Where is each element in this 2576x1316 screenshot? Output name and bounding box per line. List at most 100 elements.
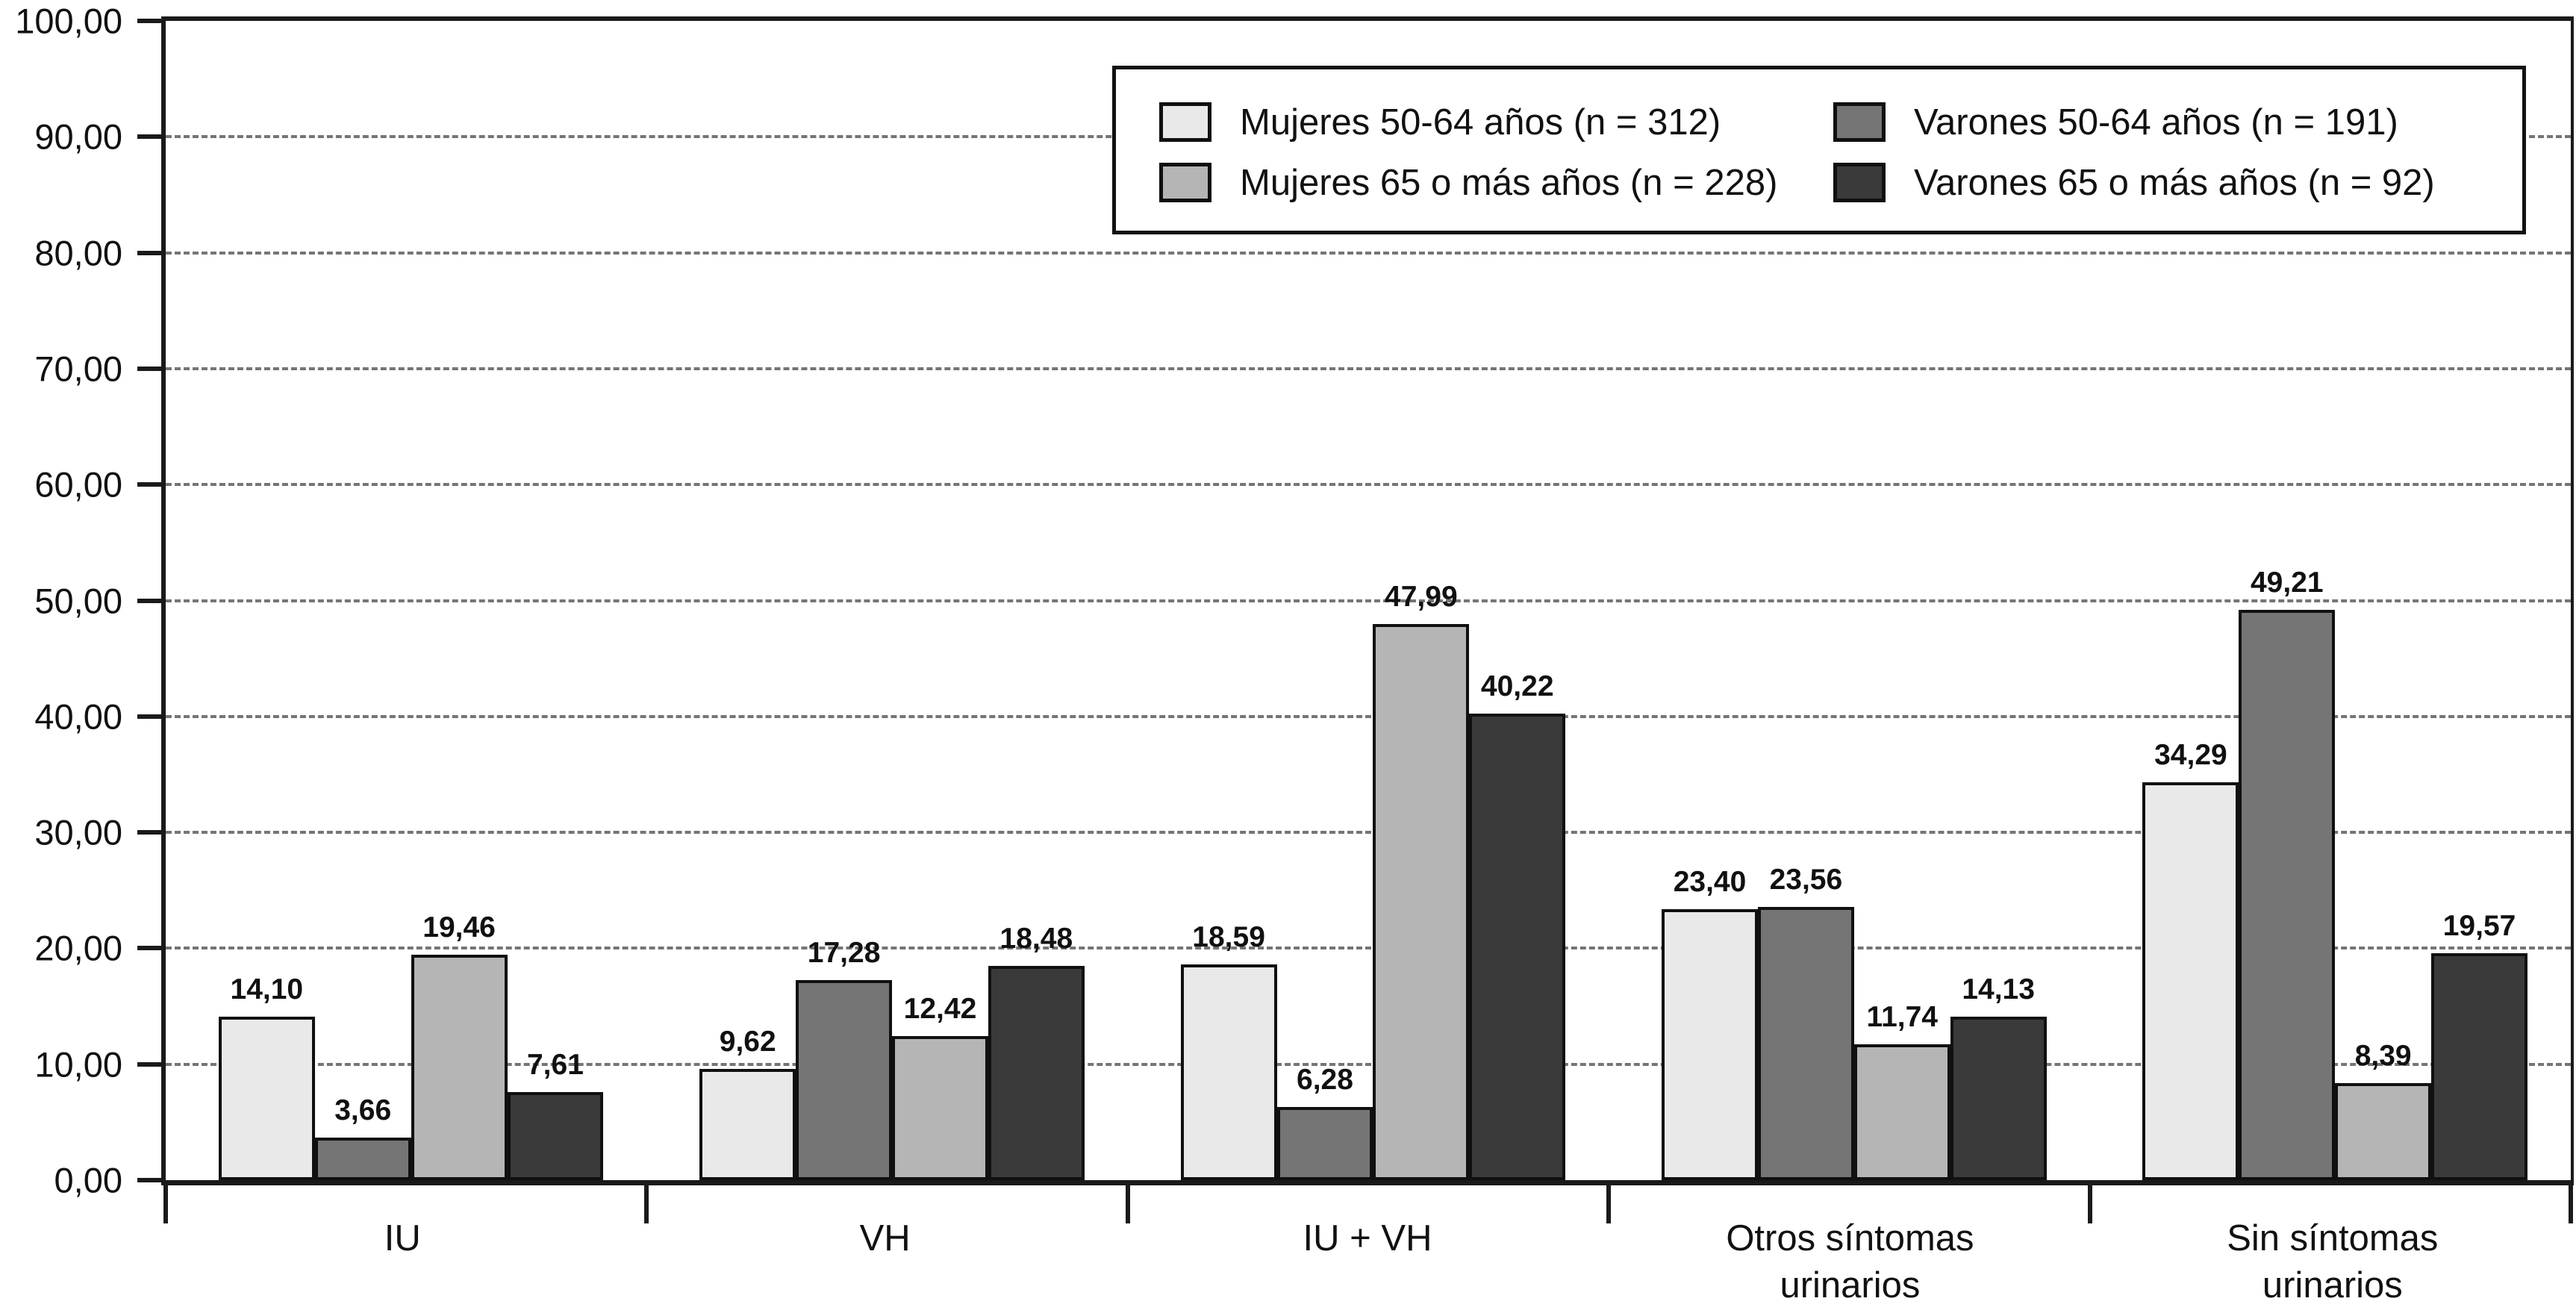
x-category-label: IU + VH <box>1303 1218 1432 1259</box>
bar-slot: 40,22 <box>1469 21 1566 1180</box>
bar-value-label: 6,28 <box>1297 1064 1353 1097</box>
y-tick-label: 80,00 <box>34 233 122 273</box>
legend-item: Varones 50-64 años (n = 191) <box>1833 102 2500 143</box>
bar <box>411 954 508 1180</box>
bar-group: 34,29 49,21 8,39 19,57 <box>2142 21 2527 1180</box>
bar-slot: 3,66 <box>314 21 411 1180</box>
x-category-label: IU <box>384 1218 421 1259</box>
bar-value-label: 9,62 <box>719 1025 776 1058</box>
bar <box>988 966 1085 1180</box>
bar-slot: 8,39 <box>2335 21 2432 1180</box>
bar-slot: 19,46 <box>411 21 508 1180</box>
bar-value-label: 12,42 <box>903 993 977 1026</box>
x-tick <box>644 1180 649 1223</box>
y-axis: 0,00 10,00 20,00 30,00 40,00 50,00 60,00 70,00 8… <box>0 4 161 1198</box>
bar <box>892 1036 988 1180</box>
bar-value-label: 40,22 <box>1480 670 1554 703</box>
bar-value-label: 47,99 <box>1385 580 1458 613</box>
x-tick <box>1125 1180 1130 1223</box>
bar <box>796 979 893 1180</box>
plot-area: 14,10 3,66 19,46 7,61 9,62 17,28 12,42 18,48 18,… <box>161 16 2574 1223</box>
y-tick-label: 40,00 <box>34 696 122 737</box>
legend-label: Varones 65 o más años (n = 92) <box>1914 162 2435 203</box>
bar <box>1950 1016 2047 1180</box>
bar <box>507 1091 604 1180</box>
bar-slot: 23,56 <box>1757 21 1854 1180</box>
y-tick-label: 60,00 <box>34 464 122 505</box>
legend-item: Mujeres 65 o más años (n = 228) <box>1159 162 1826 204</box>
bar-value-label: 18,48 <box>999 923 1073 955</box>
gridline <box>166 599 2571 602</box>
gridline <box>166 947 2571 950</box>
gridline <box>166 1062 2571 1066</box>
bar-slot: 11,74 <box>1853 21 1950 1180</box>
y-tick <box>137 830 161 835</box>
x-tick <box>1606 1180 1612 1223</box>
bar <box>1757 907 1854 1180</box>
bar-slot: 7,61 <box>507 21 604 1180</box>
bar-value-label: 3,66 <box>334 1094 392 1127</box>
bar-value-label: 23,40 <box>1673 865 1747 898</box>
y-tick-label: 50,00 <box>34 581 122 620</box>
bar-slot: 49,21 <box>2239 21 2336 1180</box>
legend-swatch <box>1159 102 1211 142</box>
bar-slot: 14,10 <box>218 21 315 1180</box>
bar-slot: 18,48 <box>988 21 1085 1180</box>
bar-value-label: 49,21 <box>2250 566 2324 599</box>
bar-value-label: 7,61 <box>526 1048 584 1081</box>
bar <box>1373 623 1470 1180</box>
bar <box>1469 714 1566 1180</box>
legend-swatch <box>1833 163 1886 202</box>
bar <box>218 1017 315 1180</box>
bar-slot: 17,28 <box>796 21 893 1180</box>
legend-label: Mujeres 50-64 años (n = 312) <box>1240 102 1721 143</box>
bar-slot: 34,29 <box>2142 21 2239 1180</box>
legend-item: Mujeres 50-64 años (n = 312) <box>1159 102 1826 143</box>
legend: Mujeres 50-64 años (n = 312) Varones 50-6… <box>1112 66 2526 234</box>
y-tick-label: 70,00 <box>34 349 122 389</box>
legend-label: Varones 50-64 años (n = 191) <box>1914 102 2398 143</box>
gridline <box>166 714 2571 718</box>
bar-group: 14,10 3,66 19,46 7,61 <box>218 21 604 1180</box>
gridline <box>166 483 2571 487</box>
x-tick <box>163 1180 168 1223</box>
bar <box>2335 1082 2432 1180</box>
x-tick <box>2569 1180 2573 1223</box>
y-tick <box>137 19 161 23</box>
bar-group: 18,59 6,28 47,99 40,22 <box>1180 21 1566 1180</box>
bar <box>314 1138 411 1180</box>
bar-slot: 9,62 <box>699 21 796 1180</box>
bar <box>699 1068 796 1180</box>
legend-swatch <box>1833 102 1886 142</box>
bar-value-label: 19,57 <box>2442 910 2516 943</box>
bar <box>2431 953 2527 1180</box>
bar-value-label: 11,74 <box>1866 1000 1938 1033</box>
legend-swatch <box>1159 163 1211 202</box>
bar <box>1853 1044 1950 1180</box>
y-tick <box>137 482 161 487</box>
bar-slot: 12,42 <box>892 21 988 1180</box>
x-tick <box>2087 1180 2092 1223</box>
y-tick-label: 100,00 <box>15 1 122 41</box>
bar-group: 9,62 17,28 12,42 18,48 <box>699 21 1085 1180</box>
bar-value-label: 23,56 <box>1769 864 1843 896</box>
gridline <box>166 251 2571 255</box>
y-tick <box>137 250 161 255</box>
y-tick-label: 0,00 <box>54 1160 122 1200</box>
y-tick <box>137 366 161 371</box>
bar-slot: 18,59 <box>1180 21 1277 1180</box>
bar-value-label: 17,28 <box>807 936 881 969</box>
y-tick <box>137 598 161 603</box>
bar-slot: 6,28 <box>1276 21 1373 1180</box>
y-tick <box>137 714 161 719</box>
y-tick <box>137 1061 161 1067</box>
y-tick <box>137 946 161 951</box>
bar-value-label: 19,46 <box>422 911 496 944</box>
y-tick <box>137 134 161 140</box>
bar-slot: 47,99 <box>1373 21 1470 1180</box>
bar <box>2239 609 2336 1180</box>
bar <box>1180 964 1277 1180</box>
y-tick-label: 30,00 <box>34 812 122 852</box>
bar <box>2142 782 2239 1180</box>
